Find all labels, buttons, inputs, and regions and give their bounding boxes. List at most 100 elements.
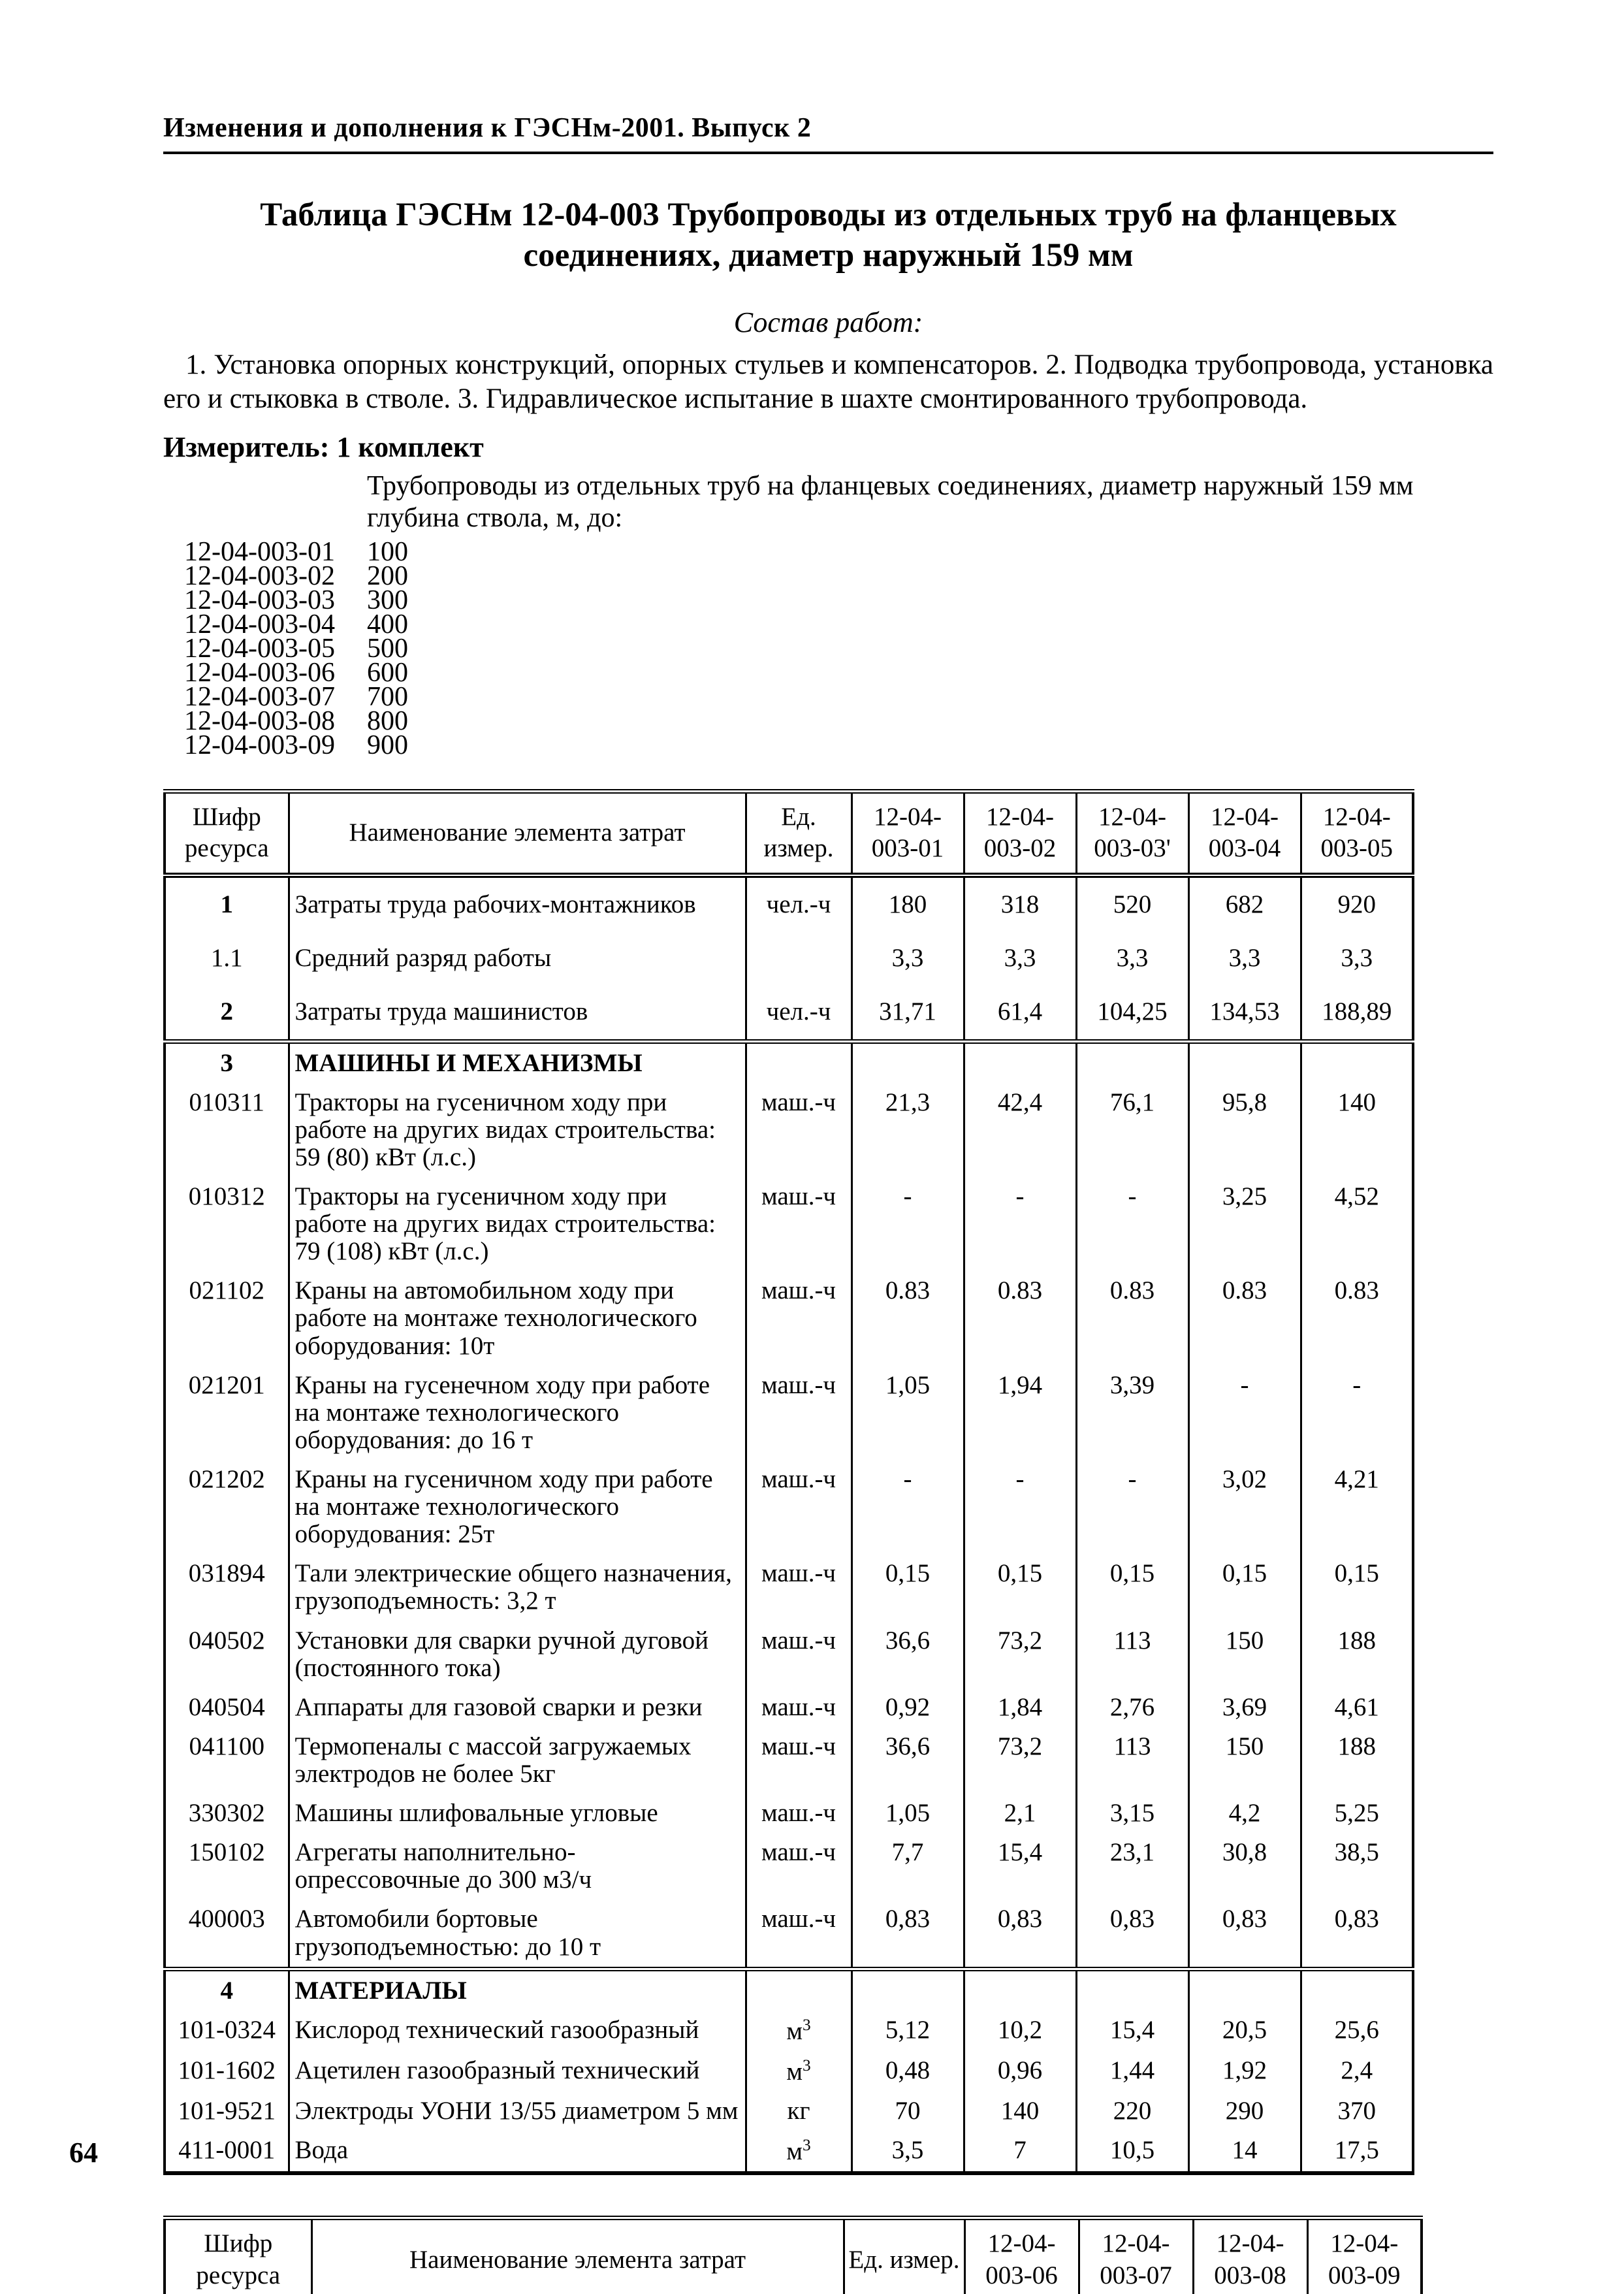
resource-code-cell: 2 [163, 985, 290, 1042]
value-cell: - [850, 1459, 965, 1555]
norm-code-line1: 12-04- [1211, 802, 1279, 831]
value-cell: 5,12 [850, 2010, 965, 2051]
table-body: 1 Затраты труда рабочих-монтажников чел.-ч… [163, 875, 1414, 2174]
header-norm-code: 12-04- 003-06 [963, 2218, 1080, 2294]
header-norm-code: 12-04- 003-02 [963, 791, 1077, 879]
value-cell: 95,8 [1187, 1082, 1302, 1177]
value-cell: 318 [963, 875, 1077, 932]
page-title: Таблица ГЭСНм 12-04-003 Трубопроводы из … [260, 197, 1397, 274]
measurer-label: Измеритель: [163, 430, 330, 463]
variant-row: 12-04-003-01 100 [163, 538, 1493, 566]
header-norm-code: 12-04- 003-04 [1187, 791, 1302, 879]
table-row: 041100 Термопеналы с массой загружаемых э… [163, 1726, 1414, 1794]
header-norm-code: 12-04- 003-03' [1075, 791, 1190, 879]
value-cell: 134,53 [1187, 985, 1302, 1042]
resource-code-cell: 021201 [163, 1365, 290, 1460]
value-cell: 73,2 [963, 1726, 1077, 1794]
value-cell: 682 [1187, 875, 1302, 932]
value-cell: 4,2 [1187, 1794, 1302, 1834]
value-cell: 3,69 [1187, 1687, 1302, 1727]
resource-table-06-09: Шифр ресурса Наименование элемента затрат… [163, 2216, 1423, 2294]
cost-element-name-cell: Тали электрические общего назначения, гр… [287, 1554, 747, 1621]
unit-cell: маш.-ч [744, 1899, 853, 1969]
table-row: 010311 Тракторы на гусеничном ходу при ра… [163, 1082, 1414, 1177]
value-cell: - [1187, 1365, 1302, 1460]
table-row: 021201 Краны на гусенечном ходу при работ… [163, 1365, 1414, 1460]
value-cell: 140 [963, 2091, 1077, 2131]
variant-row: 12-04-003-02 200 [163, 560, 1493, 591]
resource-code-cell: 010312 [163, 1176, 290, 1272]
table-header: Шифр ресурса Наименование элемента затрат… [163, 2218, 1423, 2294]
variant-code: 12-04-003-09 [184, 730, 335, 760]
variant-row: 12-04-003-05 500 [163, 633, 1493, 664]
header-unit: Ед. измер. [842, 2218, 966, 2294]
resource-code-cell: 1.1 [163, 931, 290, 986]
section-row: 4 МАТЕРИАЛЫ [163, 1966, 1414, 2011]
variant-code: 12-04-003-05 [184, 633, 335, 664]
unit-superscript: 3 [803, 2015, 811, 2034]
variant-row: 12-04-003-07 700 [163, 681, 1493, 712]
value-cell: 3,25 [1187, 1176, 1302, 1272]
norm-code-line2: 003-05 [1320, 834, 1393, 863]
cost-element-name-cell: Краны на автомобильном ходу при работе н… [287, 1271, 747, 1366]
resource-code-cell: 041100 [163, 1726, 290, 1794]
value-cell: 180 [850, 875, 965, 932]
header-norm-code: 12-04- 003-05 [1299, 791, 1414, 879]
value-cell [963, 1039, 1077, 1083]
value-cell: 0,48 [850, 2050, 965, 2092]
value-cell: 520 [1075, 875, 1190, 932]
header-row: Шифр ресурса Наименование элемента затрат… [163, 2218, 1423, 2294]
unit-cell: м3 [744, 2050, 853, 2092]
value-cell: - [963, 1176, 1077, 1272]
value-cell: 3,5 [850, 2131, 965, 2174]
unit-cell: маш.-ч [744, 1176, 853, 1272]
resource-code-cell: 101-1602 [163, 2050, 290, 2092]
table-row: 400003 Автомобили бортовые грузоподъемнос… [163, 1899, 1414, 1969]
value-cell: 3,3 [1187, 931, 1302, 986]
unit-cell: маш.-ч [744, 1554, 853, 1621]
variant-depth: 200 [367, 560, 408, 591]
value-cell: 920 [1299, 875, 1414, 932]
cost-element-name-cell: Кислород технический газообразный [287, 2010, 747, 2051]
norm-code-line1: 12-04- [1330, 2229, 1399, 2258]
value-cell: 23,1 [1075, 1833, 1190, 1900]
cost-element-name-cell: Установки для сварки ручной дуговой (пос… [287, 1621, 747, 1688]
variant-depth: 700 [367, 681, 408, 712]
value-cell: - [850, 1176, 965, 1272]
table-row: 411-0001 Вода м3 3,5 7 10,5 14 17,5 [163, 2131, 1414, 2174]
norm-code-line2: 003-08 [1214, 2261, 1286, 2289]
resource-code-cell: 021102 [163, 1271, 290, 1366]
header-row: Шифр ресурса Наименование элемента затрат… [163, 791, 1414, 879]
cost-element-name-cell: Краны на гусеничном ходу при работе на м… [287, 1459, 747, 1555]
value-cell [1075, 1039, 1190, 1083]
work-composition-text: 1. Установка опорных конструкций, опорны… [163, 349, 1493, 415]
variant-code: 12-04-003-04 [184, 609, 335, 639]
variant-code: 12-04-003-02 [184, 560, 335, 591]
unit-cell: маш.-ч [744, 1082, 853, 1177]
norm-code-line2: 003-03' [1094, 834, 1171, 863]
value-cell: 21,3 [850, 1082, 965, 1177]
value-cell: 5,25 [1299, 1794, 1414, 1834]
unit-superscript: 3 [803, 2136, 811, 2155]
value-cell: 38,5 [1299, 1833, 1414, 1900]
header-resource-code: Шифр ресурса [163, 791, 290, 879]
value-cell: 2,4 [1299, 2050, 1414, 2092]
value-cell: 17,5 [1299, 2131, 1414, 2174]
resource-code-cell: 330302 [163, 1794, 290, 1834]
value-cell: 0.83 [1187, 1271, 1302, 1366]
value-cell: 0,83 [1075, 1899, 1190, 1969]
value-cell: 140 [1299, 1082, 1414, 1177]
cost-element-name-cell: Тракторы на гусеничном ходу при работе н… [287, 1082, 747, 1177]
variant-row: 12-04-003-06 600 [163, 659, 1493, 687]
value-cell: 0.83 [850, 1271, 965, 1366]
value-cell: 3,15 [1075, 1794, 1190, 1834]
resource-code-cell: 101-9521 [163, 2091, 290, 2131]
unit-cell: маш.-ч [744, 1794, 853, 1834]
value-cell: 0.83 [1075, 1271, 1190, 1366]
header-norm-code: 12-04- 003-01 [850, 791, 965, 879]
unit-cell [744, 1039, 853, 1083]
value-cell: 30,8 [1187, 1833, 1302, 1900]
value-cell: 150 [1187, 1726, 1302, 1794]
value-cell: 3,39 [1075, 1365, 1190, 1460]
value-cell: 10,2 [963, 2010, 1077, 2051]
